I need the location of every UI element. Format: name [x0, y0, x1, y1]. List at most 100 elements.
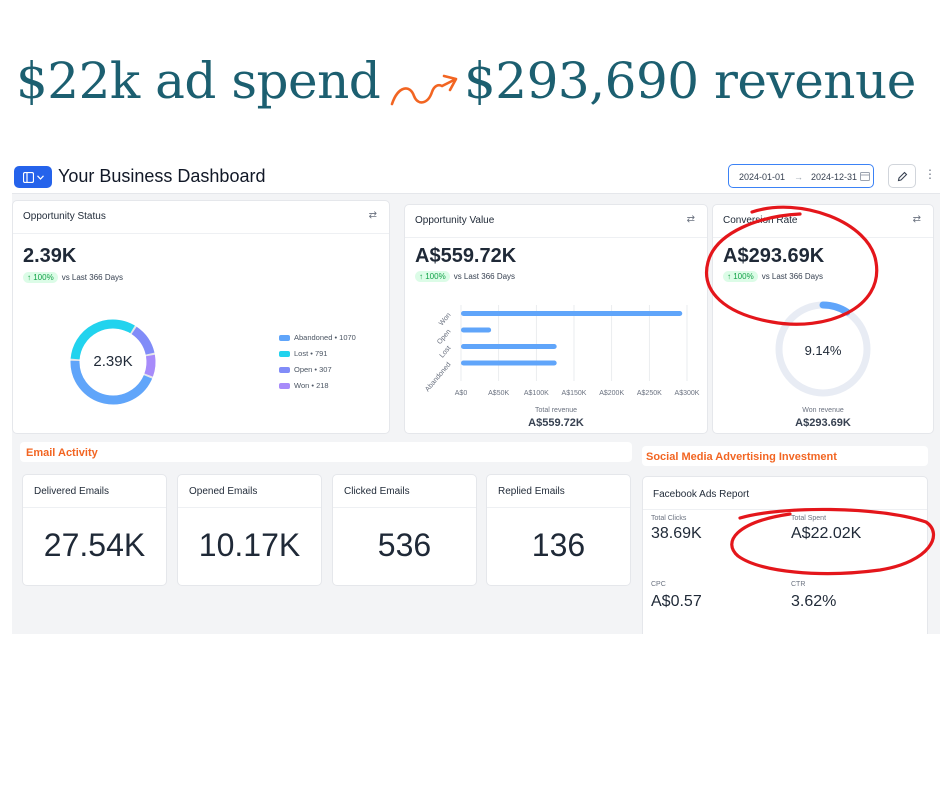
opportunity-value-amount: A$559.72K [415, 245, 517, 267]
category-label: Won [438, 312, 453, 328]
stat-value: 136 [531, 527, 586, 563]
donut-segment[interactable] [70, 360, 153, 405]
total-spent-label: Total Spent [791, 515, 827, 522]
stat-value: 10.17K [198, 527, 301, 563]
trend-label: vs Last 366 Days [61, 273, 124, 282]
pencil-icon [897, 171, 907, 181]
revenue-bar-chart: A$0 A$50K A$100K A$150K A$200K A$250K A$300K Wo… [424, 305, 700, 397]
donut-center-label: 2.39K [93, 353, 133, 370]
replied-emails-card: Replied Emails 136 [486, 474, 631, 586]
footer-value: A$559.72K [528, 417, 584, 429]
bar[interactable] [461, 327, 492, 333]
date-range-picker[interactable]: 2024-01-01 → 2024-12-31 [728, 164, 874, 188]
trend-label: vs Last 366 Days [761, 272, 824, 281]
divider [643, 509, 927, 510]
divider [487, 507, 630, 508]
curved-arrow-icon [390, 74, 458, 106]
legend-item[interactable]: Open • 307 [279, 365, 332, 374]
filter-icon[interactable]: ⇄ [368, 210, 377, 221]
x-tick-label: A$200K [599, 390, 624, 397]
divider [178, 507, 321, 508]
edit-dashboard-button[interactable] [888, 164, 916, 188]
kebab-icon[interactable]: ⋮ [924, 167, 936, 181]
divider [23, 507, 166, 508]
opportunity-value-card: Opportunity Value ⇄ A$559.72K ↑ 100% vs L… [404, 204, 708, 434]
date-arrow-icon: → [794, 172, 803, 182]
x-tick-label: A$0 [455, 390, 468, 397]
legend-label: Open • 307 [294, 365, 332, 374]
bar[interactable] [461, 344, 557, 349]
email-section-bar [20, 442, 632, 462]
trend-badge: ↑ 100% [723, 271, 758, 282]
card-title: Facebook Ads Report [653, 489, 750, 500]
stat-value: 27.54K [43, 527, 146, 563]
legend-item[interactable]: Abandoned • 1070 [279, 333, 356, 342]
filter-icon[interactable]: ⇄ [686, 214, 695, 225]
card-title: Opened Emails [189, 486, 258, 497]
opportunity-status-card: Opportunity Status ⇄ 2.39K ↑ 100% vs Last… [12, 200, 390, 434]
trend-label: vs Last 366 Days [453, 272, 516, 281]
bar[interactable] [461, 360, 557, 366]
cpc-value: A$0.57 [651, 593, 702, 610]
legend-swatch [279, 366, 290, 373]
legend-label: Won • 218 [294, 381, 329, 390]
legend-label: Lost • 791 [294, 349, 328, 358]
filter-icon[interactable]: ⇄ [912, 214, 921, 225]
bar[interactable] [461, 311, 683, 316]
category-label: Open [436, 328, 452, 346]
layout-switch-button[interactable] [14, 166, 52, 188]
delivered-emails-card: Delivered Emails 27.54K [22, 474, 167, 586]
divider [405, 237, 707, 238]
dashboard-topbar: Your Business Dashboard 2024-01-01 → 202… [12, 160, 940, 194]
footer-label: Total revenue [534, 407, 578, 414]
cpc-label: CPC [651, 581, 666, 588]
trend-indicator: ↑ 100% vs Last 366 Days [723, 271, 824, 282]
donut-segment[interactable] [131, 326, 155, 355]
trend-badge: ↑ 100% [23, 272, 58, 283]
x-tick-label: A$150K [562, 390, 587, 397]
stat-value: 536 [377, 527, 432, 563]
card-title: Conversion Rate [723, 215, 798, 226]
legend-item[interactable]: Lost • 791 [279, 349, 327, 358]
legend-swatch [279, 382, 290, 389]
legend-item[interactable]: Won • 218 [279, 381, 329, 390]
donut-segment[interactable] [144, 354, 156, 377]
x-tick-label: A$100K [524, 390, 549, 397]
calendar-icon [860, 172, 870, 181]
divider [333, 507, 476, 508]
footer-label: Won revenue [802, 407, 844, 414]
legend-swatch [279, 334, 290, 341]
legend-swatch [279, 350, 290, 357]
headline-ad-spend: $22k ad spend [16, 52, 381, 110]
x-tick-label: A$250K [637, 390, 662, 397]
total-spent-value: A$22.02K [791, 525, 862, 542]
layout-icon [22, 171, 34, 183]
donut-segment[interactable] [70, 319, 135, 360]
card-title: Clicked Emails [344, 486, 410, 497]
trend-badge: ↑ 100% [415, 271, 450, 282]
donut-chart [70, 319, 156, 405]
trend-indicator: ↑ 100% vs Last 366 Days [415, 271, 516, 282]
clicked-emails-card: Clicked Emails 536 [332, 474, 477, 586]
social-section-bar [642, 446, 928, 466]
page-title: Your Business Dashboard [58, 166, 266, 186]
card-title: Opportunity Value [415, 215, 495, 226]
social-section-title: Social Media Advertising Investment [646, 451, 837, 463]
card-title: Replied Emails [498, 486, 565, 497]
x-tick-label: A$50K [488, 390, 509, 397]
conversion-amount: A$293.69K [723, 245, 825, 267]
dashboard: Your Business Dashboard 2024-01-01 → 202… [12, 160, 940, 634]
divider [713, 237, 933, 238]
trend-indicator: ↑ 100% vs Last 366 Days [23, 272, 124, 283]
headline-banner: $22k ad spend $293,690 revenue [0, 44, 940, 124]
facebook-ads-card: Facebook Ads Report Total Clicks 38.69K … [642, 476, 928, 634]
total-clicks-value: 38.69K [651, 525, 702, 542]
divider [13, 233, 389, 234]
category-label: Lost [439, 345, 453, 360]
footer-value: A$293.69K [795, 417, 851, 429]
date-end: 2024-12-31 [811, 172, 858, 182]
category-label: Abandoned [424, 361, 452, 393]
legend-label: Abandoned • 1070 [294, 333, 356, 342]
conversion-rate-card: Conversion Rate ⇄ A$293.69K ↑ 100% vs Las… [712, 204, 934, 434]
gauge-label: 9.14% [804, 343, 842, 358]
